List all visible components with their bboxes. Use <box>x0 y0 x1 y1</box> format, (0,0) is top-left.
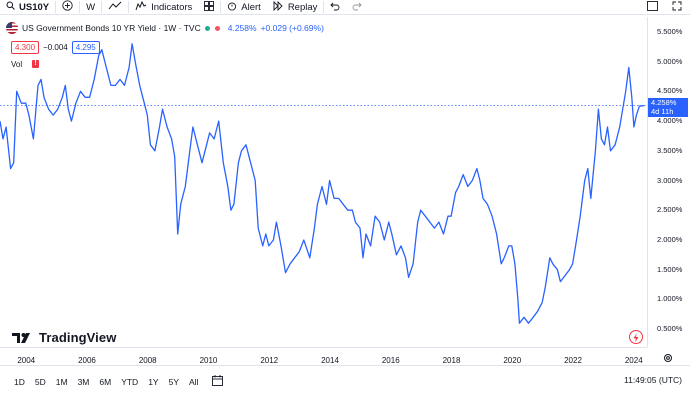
window-icon <box>647 1 658 11</box>
warning-icon[interactable]: ! <box>32 60 39 68</box>
price-axis-label: 4.500% <box>657 86 683 96</box>
toolbar-divider <box>101 1 103 13</box>
layout-templates-button[interactable] <box>198 0 220 15</box>
us-flag-icon <box>6 22 18 34</box>
indicators-button[interactable]: Indicators <box>129 0 198 15</box>
price-axis-label: 5.500% <box>657 26 683 36</box>
indicators-label: Indicators <box>151 1 193 13</box>
alert-button[interactable]: Alert <box>221 0 267 15</box>
replay-icon <box>273 0 284 14</box>
chart-legend: US Government Bonds 10 YR Yield · 1W · T… <box>6 22 324 34</box>
compare-symbol-button[interactable] <box>56 0 79 15</box>
price-tag-countdown: 4d 11h <box>651 106 674 116</box>
range-1m[interactable]: 1M <box>55 376 68 387</box>
price-axis-label: 2.000% <box>657 234 683 244</box>
price-axis-label: 3.000% <box>657 175 683 185</box>
symbol-label: US10Y <box>19 1 50 13</box>
time-axis-label: 2008 <box>138 356 157 365</box>
toolbar-divider <box>55 1 57 13</box>
price-axis-label: 5.000% <box>657 56 683 66</box>
legend-title: US Government Bonds 10 YR Yield · 1W · T… <box>22 23 201 33</box>
lightning-icon <box>633 333 639 343</box>
range-6m[interactable]: 6M <box>99 376 112 387</box>
quote-row: 4.300 −0.004 4.295 <box>11 41 100 54</box>
range-all[interactable]: All <box>189 376 199 387</box>
range-ytd[interactable]: YTD <box>121 376 139 387</box>
date-range-selector: 1D 5D 1M 3M 6M YTD 1Y 5Y All <box>14 375 224 388</box>
fullscreen-button[interactable] <box>672 1 682 14</box>
top-toolbar: US10Y W Indicators Alert <box>0 0 690 15</box>
current-price-tag: 4.258% 4d 11h <box>648 98 688 117</box>
time-axis-label: 2006 <box>78 356 96 365</box>
time-axis-label: 2016 <box>381 356 400 365</box>
range-5d[interactable]: 5D <box>34 376 46 387</box>
fullscreen-icon <box>672 1 682 11</box>
events-button[interactable] <box>629 330 643 344</box>
indicators-icon <box>135 0 147 14</box>
redo-icon <box>352 1 363 14</box>
tradingview-logo-icon <box>12 332 30 343</box>
time-axis-label: 2024 <box>624 356 643 365</box>
time-axis-label: 2020 <box>503 356 522 365</box>
price-axis-label: 1.000% <box>657 294 683 304</box>
volume-label: Vol <box>11 60 23 69</box>
spread-value: −0.004 <box>43 43 68 52</box>
time-axis-label: 2010 <box>199 356 218 365</box>
tradingview-logo[interactable]: TradingView <box>12 330 116 345</box>
clock-display[interactable]: 11:49:05 (UTC) <box>624 375 682 385</box>
search-icon <box>6 1 15 13</box>
price-axis-label: 0.500% <box>657 324 683 334</box>
price-axis-label: 2.500% <box>657 205 683 215</box>
legend-change: +0.029 (+0.69%) <box>260 23 324 33</box>
time-axis-label: 2014 <box>321 356 339 365</box>
price-chart[interactable] <box>0 17 647 347</box>
symbol-search[interactable]: US10Y <box>0 0 55 15</box>
alarm-clock-icon <box>227 1 237 14</box>
legend-price: 4.258% <box>227 23 257 33</box>
grid-icon <box>204 0 215 14</box>
range-5y[interactable]: 5Y <box>168 376 179 387</box>
price-axis[interactable] <box>647 17 690 347</box>
toolbar-right <box>647 0 690 15</box>
date-range-button[interactable] <box>212 375 224 388</box>
replay-button[interactable]: Replay <box>267 0 324 15</box>
interval-button[interactable]: W <box>80 0 101 15</box>
time-axis-label: 2012 <box>260 356 279 365</box>
watermark-text: TradingView <box>39 330 117 345</box>
calendar-icon <box>212 375 224 386</box>
yield-series-line <box>0 43 645 324</box>
sell-price-button[interactable]: 4.300 <box>11 41 40 54</box>
price-axis-label: 4.000% <box>657 116 683 126</box>
alert-status-icon <box>214 25 220 31</box>
line-chart-icon <box>108 1 122 14</box>
undo-icon <box>330 1 340 14</box>
range-1y[interactable]: 1Y <box>148 376 159 387</box>
toolbar-divider <box>79 1 81 13</box>
alert-label: Alert <box>241 1 261 13</box>
range-1d[interactable]: 1D <box>14 376 25 387</box>
time-axis-label: 2022 <box>564 356 582 365</box>
redo-button[interactable] <box>346 0 368 15</box>
undo-button[interactable] <box>324 0 346 15</box>
time-axis-label: 2018 <box>442 356 461 365</box>
range-3m[interactable]: 3M <box>77 376 90 387</box>
gear-icon[interactable] <box>662 352 674 364</box>
price-axis-label: 3.500% <box>657 145 683 155</box>
price-axis-label: 1.500% <box>657 264 683 274</box>
replay-label: Replay <box>287 1 318 13</box>
plus-circle-icon <box>62 0 73 14</box>
time-axis[interactable] <box>0 347 647 365</box>
price-tag-value: 4.258% <box>651 98 677 107</box>
toolbar-divider <box>323 1 325 13</box>
interval-label: W <box>86 1 96 13</box>
time-axis-label: 2004 <box>17 356 36 365</box>
toolbar-divider <box>128 1 130 13</box>
bottom-bar <box>0 365 690 401</box>
market-open-icon <box>204 25 210 31</box>
layout-button[interactable] <box>647 1 658 14</box>
toolbar-divider <box>220 1 222 13</box>
buy-price-button[interactable]: 4.295 <box>71 41 100 54</box>
chart-type-button[interactable] <box>102 0 128 15</box>
